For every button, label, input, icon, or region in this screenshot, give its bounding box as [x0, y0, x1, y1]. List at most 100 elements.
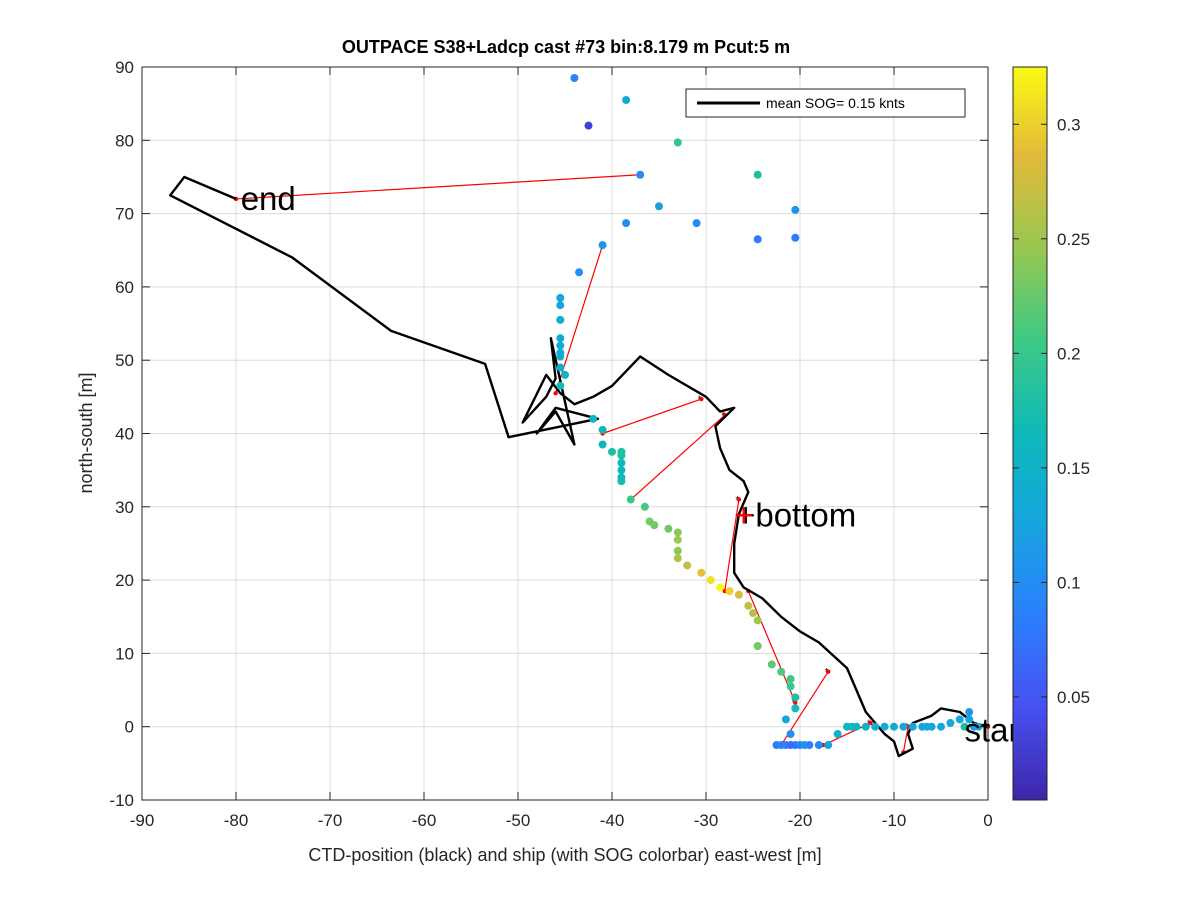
ship-point — [617, 458, 626, 467]
ship-point — [598, 425, 607, 434]
link-end-marker — [553, 390, 558, 396]
ship-point — [861, 722, 870, 731]
ctd-ship-link — [630, 414, 726, 500]
chart-title: OUTPACE S38+Ladcp cast #73 bin:8.179 m P… — [342, 37, 790, 57]
y-tick-label: 60 — [115, 278, 134, 297]
ctd-track — [168, 175, 989, 758]
ship-point — [908, 722, 917, 731]
colorbar-tick-label: 0.15 — [1057, 459, 1090, 478]
ship-point — [575, 268, 584, 277]
ship-point — [753, 170, 762, 179]
x-tick-label: 0 — [983, 811, 992, 830]
ship-point — [781, 715, 790, 724]
x-tick-label: -80 — [224, 811, 249, 830]
legend-entry: mean SOG= 0.15 knts — [766, 95, 905, 111]
ship-point — [617, 447, 626, 456]
ship-point — [598, 440, 607, 449]
y-tick-label: 0 — [125, 718, 134, 737]
ship-point — [589, 414, 598, 423]
ship-point — [753, 235, 762, 244]
ship-point — [744, 601, 753, 610]
link-end-marker — [826, 669, 831, 674]
y-tick-label: 10 — [115, 644, 134, 663]
ship-point — [556, 341, 565, 350]
ship-point — [777, 667, 786, 676]
ctd-ship-link — [235, 174, 641, 200]
ship-point — [622, 95, 631, 104]
ship-point — [955, 715, 964, 724]
x-axis: -90 -80 -70 -60 -50 -40 -30 -20 -10 0 — [130, 67, 993, 830]
ship-point — [890, 722, 898, 731]
ship-point — [673, 535, 682, 544]
ship-point — [692, 219, 701, 228]
annotation-label: +bottom — [736, 497, 856, 534]
ctd-track-line — [168, 175, 989, 758]
ship-point — [734, 590, 743, 599]
y-tick-label: 30 — [115, 498, 134, 517]
y-tick-label: 20 — [115, 571, 134, 590]
ship-point — [791, 704, 800, 713]
ship-point — [786, 675, 795, 684]
bottom-plus-marker: + — [734, 497, 753, 534]
ship-point — [833, 730, 842, 739]
ship-point — [899, 722, 908, 731]
ship-point — [673, 528, 682, 537]
y-tick-label: 40 — [115, 425, 134, 444]
link-end-marker — [699, 396, 704, 402]
ship-point — [946, 719, 955, 728]
x-tick-label: -10 — [882, 811, 907, 830]
ship-point — [617, 477, 626, 486]
colorbar-tick-label: 0.05 — [1057, 688, 1090, 707]
colorbar: 0.05 0.1 0.15 0.2 0.25 0.3 — [1012, 66, 1090, 801]
x-tick-label: -40 — [600, 811, 625, 830]
ship-point — [673, 138, 682, 147]
ship-point — [725, 587, 734, 596]
ship-point — [749, 609, 757, 618]
ship-point — [584, 121, 593, 130]
ship-point — [556, 301, 565, 310]
ship-point — [556, 381, 565, 390]
ship-points — [556, 73, 983, 750]
ship-point — [697, 568, 706, 577]
ship-point — [683, 561, 692, 570]
ship-point — [556, 315, 565, 324]
ship-point — [786, 741, 795, 750]
x-axis-label: CTD-position (black) and ship (with SOG … — [308, 845, 821, 865]
ctd-ship-link — [602, 398, 702, 435]
ship-point — [974, 722, 983, 731]
ship-point — [655, 202, 663, 211]
ship-point — [598, 241, 607, 250]
ship-point — [871, 722, 880, 731]
ship-point — [626, 495, 635, 504]
y-tick-label: 70 — [115, 205, 134, 224]
ship-point — [791, 205, 800, 214]
ship-point — [636, 170, 645, 179]
link-end-marker — [736, 497, 742, 502]
x-tick-label: -20 — [788, 811, 813, 830]
y-axis-label: north-south [m] — [76, 372, 96, 493]
ship-point — [617, 466, 626, 475]
link-end-marker — [868, 720, 873, 726]
x-tick-label: -90 — [130, 811, 155, 830]
ctd-ship-link — [902, 726, 909, 753]
ship-point — [965, 708, 974, 717]
ship-point — [608, 447, 616, 456]
ship-point — [556, 352, 565, 361]
y-tick-label: 80 — [115, 131, 134, 150]
colorbar-gradient — [1012, 66, 1048, 801]
ship-point — [556, 293, 565, 302]
ship-point — [965, 715, 974, 724]
ship-point — [622, 219, 631, 228]
x-tick-label: -70 — [318, 811, 343, 830]
ship-point — [706, 576, 715, 585]
ship-point — [937, 722, 945, 731]
ship-point — [556, 363, 565, 372]
ship-point — [640, 502, 649, 511]
ship-point — [753, 616, 762, 625]
ship-point — [852, 722, 861, 731]
legend: mean SOG= 0.15 knts — [685, 88, 966, 118]
ship-point — [786, 682, 795, 691]
x-tick-label: -60 — [412, 811, 437, 830]
ship-point — [960, 722, 969, 731]
ship-point — [767, 660, 776, 669]
